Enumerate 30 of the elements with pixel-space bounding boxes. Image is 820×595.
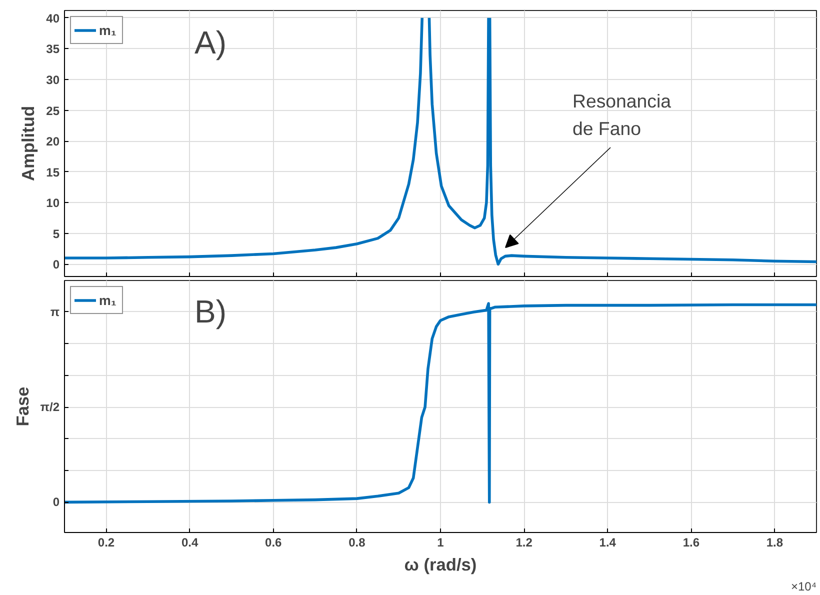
- legend-label: m₁: [99, 292, 118, 308]
- y-tick-label: 20: [46, 134, 60, 149]
- y-tick-label: 5: [52, 226, 60, 241]
- y-tick-label: 30: [46, 72, 60, 87]
- y-axis-title: Amplitud: [18, 106, 38, 182]
- x-tick-label: 1.4: [599, 536, 616, 550]
- x-tick-label: 1.2: [516, 536, 533, 550]
- y-tick-label: 15: [46, 165, 60, 180]
- x-axis-title: ω (rad/s): [404, 554, 477, 574]
- annotation: Resonancia de Fano: [572, 90, 672, 139]
- y-tick-label: 0: [52, 258, 60, 272]
- x-tick-label: 0.8: [348, 536, 366, 550]
- y-tick-label: π/2: [40, 400, 60, 414]
- y-tick-label: 25: [46, 104, 60, 118]
- text: ×10⁴: [790, 580, 817, 594]
- y-tick-label: 0: [52, 495, 60, 510]
- y-tick-label: π: [50, 304, 60, 319]
- x-tick-label: 0.6: [265, 536, 282, 550]
- legend-label: m₁: [99, 22, 118, 38]
- y-tick-label: 10: [46, 196, 60, 210]
- y-axis-title: Fase: [12, 386, 32, 426]
- x-tick-label: 1.6: [682, 536, 700, 550]
- x-tick-label: 0.2: [98, 536, 115, 550]
- x-tick-label: 1.8: [766, 536, 784, 550]
- annotation: B): [194, 294, 226, 330]
- annotation: A): [194, 24, 226, 60]
- y-tick-label: 40: [46, 11, 60, 26]
- x-tick-label: 1: [437, 536, 444, 550]
- x-tick-label: 0.4: [181, 536, 198, 550]
- y-tick-label: 35: [46, 42, 60, 56]
